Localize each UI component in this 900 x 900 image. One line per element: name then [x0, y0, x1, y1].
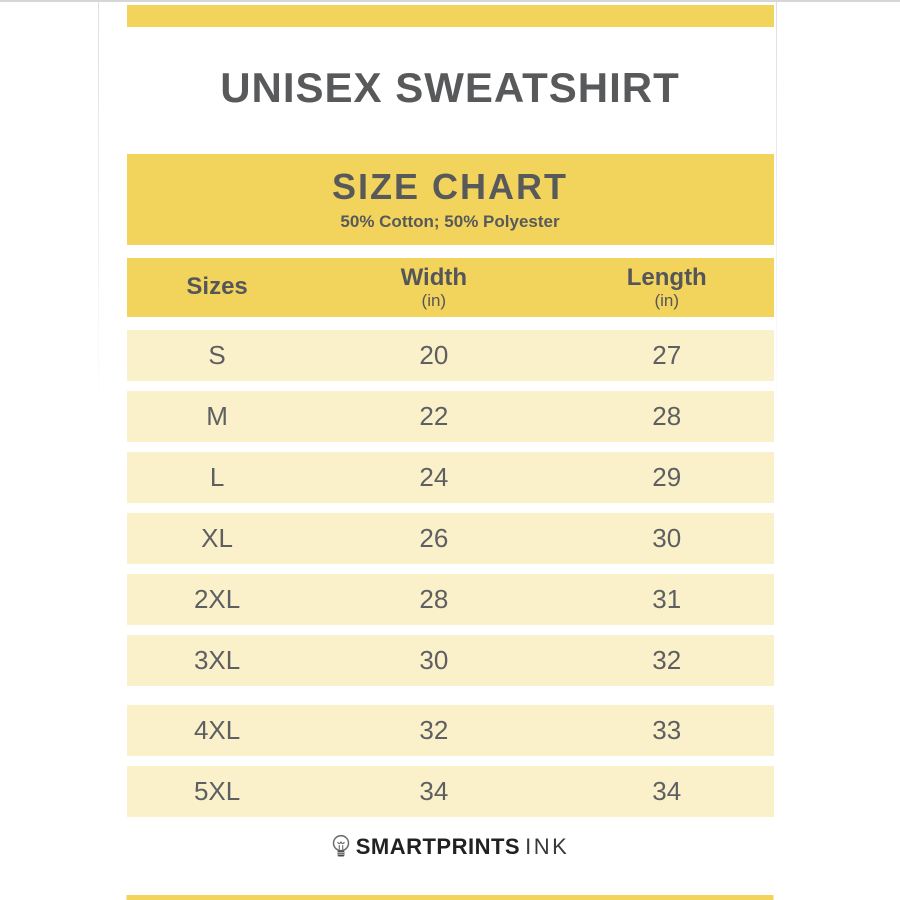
- cell-width: 20: [419, 340, 449, 370]
- header-label-sizes: Sizes: [186, 273, 248, 301]
- image-left-edge-line: [98, 2, 99, 422]
- page-title: UNISEX SWEATSHIRT: [220, 64, 680, 111]
- header-unit-width: (in): [421, 290, 447, 310]
- header-label-length: Length: [626, 263, 707, 291]
- banner-heading: SIZE CHART: [332, 166, 568, 208]
- table-row-5xl: 5XL 34 34: [126, 766, 774, 817]
- cell-length: 29: [652, 462, 682, 492]
- header-cell-width: Width (in): [308, 258, 560, 317]
- cell-width: 34: [419, 776, 449, 806]
- bottom-accent-bar: [126, 895, 774, 900]
- cell-length: 28: [652, 401, 682, 431]
- size-table: Sizes Width (in) Length (in) S 20 27 M 2…: [126, 258, 774, 817]
- image-right-edge-line: [776, 2, 777, 422]
- table-row-l: L 24 29: [126, 452, 774, 503]
- size-chart-banner: SIZE CHART 50% Cotton; 50% Polyester: [126, 154, 774, 245]
- cell-size: S: [208, 340, 226, 370]
- cell-size: L: [209, 462, 225, 492]
- header-unit-length: (in): [654, 290, 680, 310]
- table-row-xl: XL 26 30: [126, 513, 774, 564]
- top-edge-line: [0, 0, 900, 2]
- table-row-m: M 22 28: [126, 391, 774, 442]
- cell-width: 24: [419, 462, 449, 492]
- lightbulb-icon: [331, 834, 351, 860]
- header-label-width: Width: [400, 263, 468, 291]
- cell-width: 28: [419, 584, 449, 614]
- cell-size: 4XL: [193, 715, 241, 745]
- cell-size: 3XL: [193, 645, 241, 675]
- banner-subheading: 50% Cotton; 50% Polyester: [340, 211, 560, 231]
- cell-length: 30: [652, 523, 682, 553]
- cell-width: 30: [419, 645, 449, 675]
- brand-name-light: INK: [525, 834, 570, 859]
- brand-logo: SMARTPRINTS INK: [127, 834, 774, 860]
- cell-width: 26: [419, 523, 449, 553]
- cell-width: 32: [419, 715, 449, 745]
- brand-name-bold: SMARTPRINTS: [355, 834, 521, 859]
- cell-size: XL: [201, 523, 233, 553]
- cell-length: 31: [652, 584, 682, 614]
- top-accent-bar: [126, 5, 774, 27]
- cell-length: 27: [652, 340, 682, 370]
- cell-size: M: [206, 401, 228, 431]
- table-row-s: S 20 27: [126, 330, 774, 381]
- table-row-4xl: 4XL 32 33: [126, 705, 774, 756]
- cell-width: 22: [419, 401, 449, 431]
- size-chart-content: UNISEX SWEATSHIRT SIZE CHART 50% Cotton;…: [126, 0, 774, 860]
- header-cell-sizes: Sizes: [127, 258, 308, 317]
- header-cell-length: Length (in): [560, 258, 774, 317]
- cell-length: 33: [652, 715, 682, 745]
- table-row-3xl: 3XL 30 32: [126, 635, 774, 686]
- table-row-2xl: 2XL 28 31: [126, 574, 774, 625]
- table-header-row: Sizes Width (in) Length (in): [126, 258, 774, 317]
- cell-length: 32: [652, 645, 682, 675]
- cell-size: 2XL: [193, 584, 241, 614]
- cell-size: 5XL: [193, 776, 241, 806]
- cell-length: 34: [652, 776, 682, 806]
